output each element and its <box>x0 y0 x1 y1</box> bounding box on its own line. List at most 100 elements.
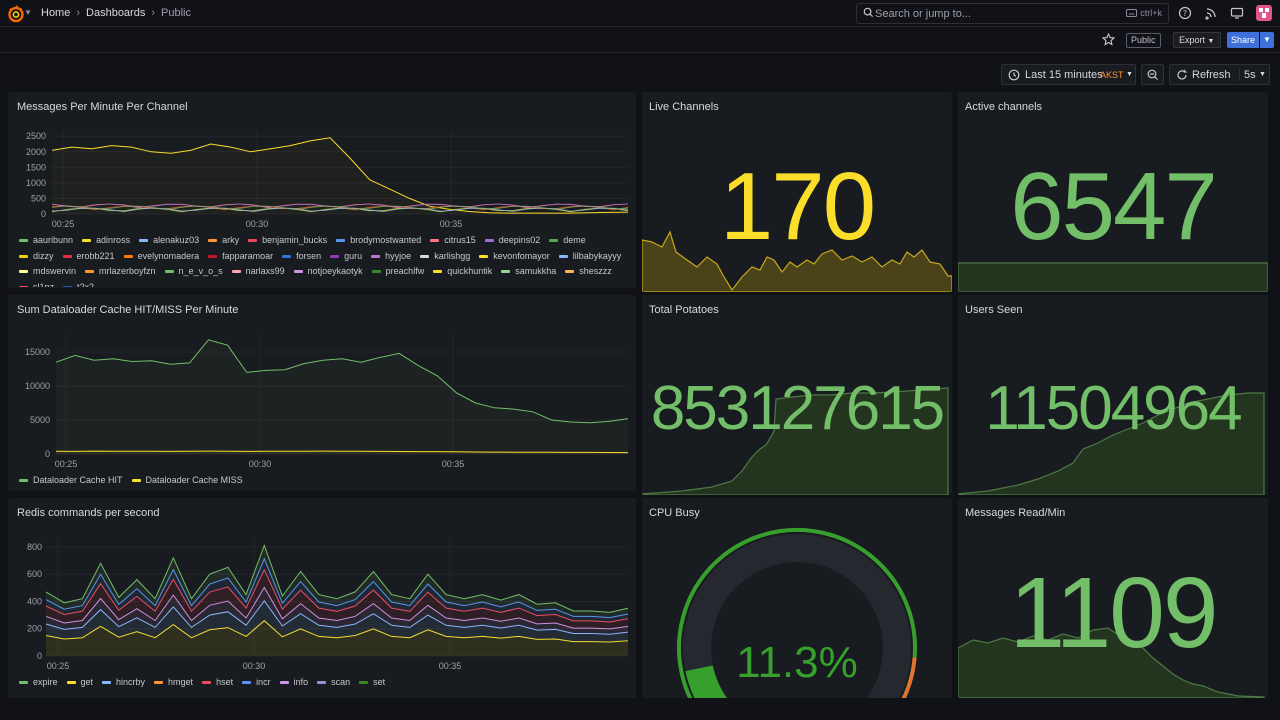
x-tick-label: 00:25 <box>47 661 70 671</box>
panel-cpu-busy: CPU Busy 11.3% <box>642 498 952 698</box>
legend-item[interactable]: n_e_v_o_s <box>164 264 223 280</box>
star-icon[interactable] <box>1102 33 1115 46</box>
series-line[interactable] <box>55 339 629 424</box>
legend-swatch <box>63 285 73 287</box>
legend-swatch <box>371 254 381 258</box>
series-line[interactable] <box>51 205 629 211</box>
legend-item[interactable]: sheszzz <box>565 264 612 280</box>
legend-label: lilbabykayyy <box>572 250 622 261</box>
legend-item[interactable]: Dataloader Cache HIT <box>19 473 123 489</box>
legend-item[interactable]: scan <box>317 675 350 691</box>
time-range-picker[interactable]: Last 15 minutes AKST ▼ <box>1001 64 1136 85</box>
legend-item[interactable]: fapparamoar <box>208 249 273 265</box>
legend-item[interactable]: expire <box>19 675 58 691</box>
legend-item[interactable]: quickhuntik <box>433 264 492 280</box>
legend-swatch <box>433 270 443 274</box>
zoom-out-button[interactable] <box>1141 64 1164 85</box>
legend-label: narlaxs99 <box>245 266 285 276</box>
legend-item[interactable]: deme <box>549 233 586 249</box>
series-line[interactable] <box>45 557 629 619</box>
legend-swatch <box>208 239 218 243</box>
legend-label: incr <box>256 677 271 687</box>
legend-item[interactable]: karlishgg <box>420 249 470 265</box>
legend-item[interactable]: mdswervin <box>19 264 76 280</box>
search-input[interactable]: Search or jump to... ctrl+k <box>856 3 1169 24</box>
panel-title: Sum Dataloader Cache HIT/MISS Per Minute <box>17 304 239 316</box>
series-line[interactable] <box>51 137 629 214</box>
legend-item[interactable]: mrlazerboyfzn <box>85 264 156 280</box>
share-button[interactable]: Share <box>1227 32 1259 48</box>
series-line[interactable] <box>51 207 629 213</box>
legend-item[interactable]: samukkha <box>501 264 556 280</box>
legend-item[interactable]: arky <box>208 233 239 249</box>
legend-item[interactable]: notjoeykaotyk <box>293 264 363 280</box>
legend-item[interactable]: info <box>279 675 308 691</box>
chevron-down-icon[interactable]: ▼ <box>24 8 32 17</box>
legend-item[interactable]: erobb221 <box>62 249 115 265</box>
time-range-label: Last 15 minutes <box>1025 69 1103 81</box>
legend-item[interactable]: citrus15 <box>430 233 476 249</box>
legend-item[interactable]: sl1pz <box>19 280 54 287</box>
legend-item[interactable]: aauribunn <box>19 233 73 249</box>
dataloader-chart[interactable]: 0 5000 10000 15000 00:25 00:30 00:35 <box>8 325 636 475</box>
avatar[interactable] <box>1256 5 1272 21</box>
series-line[interactable] <box>45 620 629 643</box>
legend-item[interactable]: narlaxs99 <box>231 264 285 280</box>
legend-item[interactable]: guru <box>330 249 362 265</box>
series-line[interactable] <box>55 450 629 454</box>
series-line[interactable] <box>45 586 629 630</box>
refresh-interval[interactable]: 5s <box>1239 69 1256 81</box>
y-tick-label: 400 <box>27 596 42 606</box>
grafana-logo-icon[interactable] <box>6 4 26 24</box>
breadcrumb-home[interactable]: Home <box>41 7 71 19</box>
help-icon[interactable]: ? <box>1178 6 1192 20</box>
messages-chart[interactable]: 0 500 1000 1500 2000 2500 00:25 00:30 00:35 <box>8 122 636 234</box>
series-line[interactable] <box>45 568 629 623</box>
legend-item[interactable]: dizzy <box>19 249 54 265</box>
series-line[interactable] <box>45 599 629 635</box>
legend-item[interactable]: benjamin_bucks <box>248 233 327 249</box>
series-area <box>46 545 628 618</box>
series-line[interactable] <box>45 544 629 613</box>
export-button[interactable]: Export ▼ <box>1173 32 1221 48</box>
legend-label: evelynomadera <box>137 250 200 261</box>
legend-item[interactable]: Dataloader Cache MISS <box>131 473 243 489</box>
legend-swatch <box>19 681 28 685</box>
legend-item[interactable]: evelynomadera <box>123 249 200 265</box>
refresh-button[interactable]: Refresh 5s ▼ <box>1169 64 1270 85</box>
legend-item[interactable]: t2x2 <box>63 280 94 287</box>
legend-item[interactable]: forsen <box>282 249 321 265</box>
gauge-track <box>683 533 911 698</box>
legend-swatch <box>359 681 369 685</box>
legend-item[interactable]: preachlfw <box>371 264 424 280</box>
public-badge: Public <box>1126 33 1161 48</box>
breadcrumb-dashboards[interactable]: Dashboards <box>86 7 146 19</box>
legend-item[interactable]: incr <box>242 675 271 691</box>
legend-swatch <box>19 239 28 243</box>
legend-item[interactable]: hmget <box>154 675 193 691</box>
panel-total-potatoes: Total Potatoes 853127615 <box>642 295 952 495</box>
legend-swatch <box>317 681 327 685</box>
legend-item[interactable]: hincrby <box>102 675 145 691</box>
panel-title: Redis commands per second <box>17 507 160 519</box>
legend-label: arky <box>222 235 240 245</box>
share-dropdown-icon[interactable]: ▼ <box>1260 32 1274 48</box>
legend-item[interactable]: set <box>359 675 385 691</box>
legend-item[interactable]: kevonfomayor <box>479 249 550 265</box>
legend-swatch <box>19 285 28 287</box>
legend-item[interactable]: deepins02 <box>484 233 540 249</box>
panel-title: Total Potatoes <box>649 304 719 316</box>
legend-item[interactable]: get <box>66 675 94 691</box>
news-feed-icon[interactable] <box>1204 6 1218 20</box>
legend-label: get <box>80 677 94 687</box>
kiosk-mode-icon[interactable] <box>1230 6 1244 20</box>
legend-item[interactable]: alenakuz03 <box>139 233 199 249</box>
legend-item[interactable]: hset <box>202 675 233 691</box>
refresh-label: Refresh <box>1192 69 1231 81</box>
legend-item[interactable]: brodymostwanted <box>336 233 421 249</box>
export-label: Export <box>1179 35 1206 45</box>
legend-item[interactable]: adinross <box>82 233 130 249</box>
legend-item[interactable]: lilbabykayyy <box>558 249 622 265</box>
redis-chart[interactable]: 0 200 400 600 800 00:25 00:30 00:35 <box>8 528 636 676</box>
legend-item[interactable]: hyyjoe <box>371 249 411 265</box>
